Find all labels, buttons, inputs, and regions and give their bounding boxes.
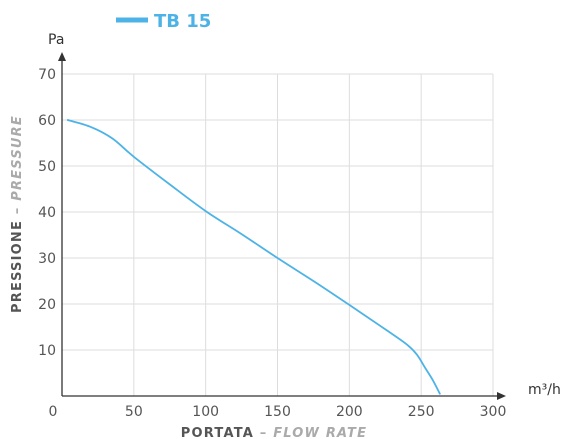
x-axis-unit: m³/h — [528, 382, 561, 398]
y-tick-label: 70 — [38, 67, 56, 83]
y-tick-label: 20 — [38, 297, 56, 313]
y-tick-label: 30 — [38, 251, 56, 267]
y-axis-title-separator: – — [10, 201, 25, 220]
x-tick-label: 300 — [480, 404, 507, 420]
legend-label-tb15: TB 15 — [154, 11, 211, 32]
x-tick-labels: 0 50 100 150 200 250 300 — [49, 404, 507, 420]
chart-grid — [62, 73, 494, 396]
y-axis-unit: Pa — [48, 32, 64, 48]
x-tick-label: 200 — [336, 404, 363, 420]
x-axis-title-separator: – — [254, 426, 273, 439]
y-axis-arrow — [58, 52, 66, 61]
x-axis-title: PORTATA – FLOW RATE — [181, 426, 367, 439]
x-tick-label: 50 — [125, 404, 143, 420]
series-line-tb15 — [66, 119, 441, 395]
x-tick-label: 0 — [49, 404, 58, 420]
y-tick-label: 50 — [38, 159, 56, 175]
x-axis-title-main: PORTATA — [181, 426, 254, 439]
x-axis-arrow — [497, 392, 506, 400]
y-axis-title-alt: PRESSURE — [10, 115, 25, 201]
y-axis-title-main: PRESSIONE — [10, 220, 25, 313]
x-tick-label: 150 — [264, 404, 291, 420]
x-tick-label: 250 — [408, 404, 435, 420]
x-axis-title-alt: FLOW RATE — [273, 426, 367, 439]
y-tick-label: 40 — [38, 205, 56, 221]
y-axis-title: PRESSIONE – PRESSURE — [10, 115, 25, 313]
y-tick-label: 60 — [38, 113, 56, 129]
y-tick-label: 10 — [38, 343, 56, 359]
x-tick-label: 100 — [192, 404, 219, 420]
y-tick-labels: 10 20 30 40 50 60 70 — [38, 67, 56, 359]
